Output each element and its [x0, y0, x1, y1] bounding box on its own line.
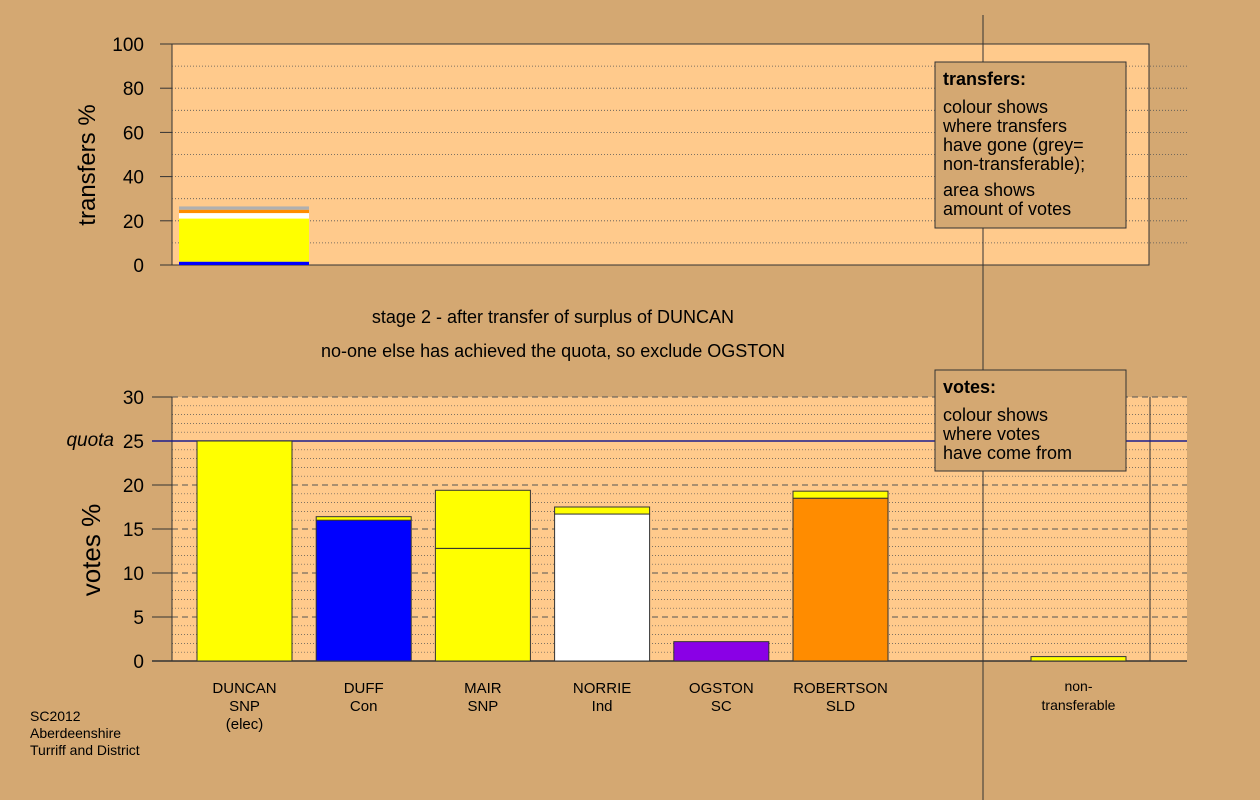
- votes-y-tick-label: 30: [123, 388, 144, 409]
- nontransferable-label: transferable: [1042, 697, 1116, 713]
- vote-bar-segment: [315, 516, 412, 521]
- candidate-label: DUNCAN: [212, 680, 276, 697]
- candidate-label: SC: [711, 698, 732, 715]
- votes-legend-line-2: where votes: [942, 424, 1040, 444]
- votes-legend: votes: colour shows where votes have com…: [934, 369, 1127, 472]
- transfers-y-tick-label: 40: [123, 168, 144, 189]
- votes-legend-box: [934, 369, 1127, 472]
- transfers-y-ticks: 0 20 40 60 80 100: [112, 35, 172, 277]
- votes-y-tick-label: 25: [123, 432, 144, 453]
- votes-y-axis-label: votes %: [76, 504, 106, 597]
- stage-title: stage 2 - after transfer of surplus of D…: [372, 307, 734, 327]
- stage-subtitle: no-one else has achieved the quota, so e…: [321, 341, 785, 361]
- nontransferable-label: non-: [1064, 678, 1092, 694]
- transfers-y-tick-label: 80: [123, 79, 144, 100]
- transfers-legend-line-4: non-transferable);: [943, 154, 1085, 174]
- votes-legend-line-1: colour shows: [943, 405, 1048, 425]
- transfers-legend-line-2: where transfers: [942, 116, 1067, 136]
- transfer-segment: [179, 261, 309, 265]
- candidate-label: Con: [350, 698, 378, 715]
- votes-legend-line-3: have come from: [943, 443, 1072, 463]
- votes-y-ticks: 0 5 10 15 20 25 30: [123, 388, 172, 673]
- vote-bar-segment: [792, 490, 889, 499]
- vote-bar-segment: [554, 506, 651, 515]
- transfers-legend: transfers: colour shows where transfers …: [934, 61, 1127, 229]
- votes-y-tick-label: 10: [123, 564, 144, 585]
- votes-legend-title: votes:: [943, 377, 996, 397]
- vote-bar-segment: [434, 489, 531, 549]
- transfers-legend-box: [934, 61, 1127, 229]
- candidate-label: SNP: [467, 698, 498, 715]
- votes-y-tick-label: 0: [133, 652, 144, 673]
- transfers-legend-line-5: area shows: [943, 180, 1035, 200]
- transfers-legend-title: transfers:: [943, 69, 1026, 89]
- votes-y-tick-label: 20: [123, 476, 144, 497]
- transfers-y-tick-label: 60: [123, 123, 144, 144]
- transfer-segment: [179, 213, 309, 219]
- footer-line-1: SC2012: [30, 708, 81, 724]
- candidate-label: MAIR: [464, 680, 502, 697]
- transfers-legend-line-1: colour shows: [943, 97, 1048, 117]
- vote-bar-segment: [196, 440, 293, 662]
- transfers-legend-line-6: amount of votes: [943, 199, 1071, 219]
- candidate-label: (elec): [226, 716, 264, 733]
- votes-y-tick-label: 5: [133, 608, 144, 629]
- votes-y-tick-label: 15: [123, 520, 144, 541]
- vote-bar-segment: [315, 519, 412, 662]
- quota-label: quota: [66, 430, 114, 451]
- vote-bar-segment: [792, 497, 889, 662]
- candidate-label: OGSTON: [689, 680, 754, 697]
- votes-bars: [196, 440, 1127, 662]
- transfers-y-axis-label: transfers %: [74, 104, 101, 225]
- candidate-label: NORRIE: [573, 680, 631, 697]
- transfers-y-tick-label: 0: [133, 256, 144, 277]
- transfers-grid: [172, 65, 1187, 244]
- candidate-label: ROBERTSON: [793, 680, 888, 697]
- transfers-y-tick-label: 20: [123, 212, 144, 233]
- transfer-segment: [179, 218, 309, 262]
- footer-line-2: Aberdeenshire: [30, 725, 121, 741]
- nontransferable-bar: [1030, 656, 1127, 662]
- transfers-bars: [179, 206, 309, 265]
- vote-bar-segment: [554, 513, 651, 662]
- transfers-legend-line-3: have gone (grey=: [943, 135, 1084, 155]
- candidate-label: DUFF: [344, 680, 384, 697]
- vote-bar-segment: [434, 547, 531, 662]
- votes-category-labels: DUNCANSNP(elec)DUFFConMAIRSNPNORRIEIndOG…: [212, 678, 1115, 733]
- transfers-y-tick-label: 100: [112, 35, 144, 56]
- candidate-label: SLD: [826, 698, 855, 715]
- vote-bar-segment: [673, 641, 770, 662]
- transfer-segment: [179, 206, 309, 210]
- footer-line-3: Turriff and District: [30, 742, 140, 758]
- candidate-label: Ind: [592, 698, 613, 715]
- transfer-segment: [179, 209, 309, 214]
- candidate-label: SNP: [229, 698, 260, 715]
